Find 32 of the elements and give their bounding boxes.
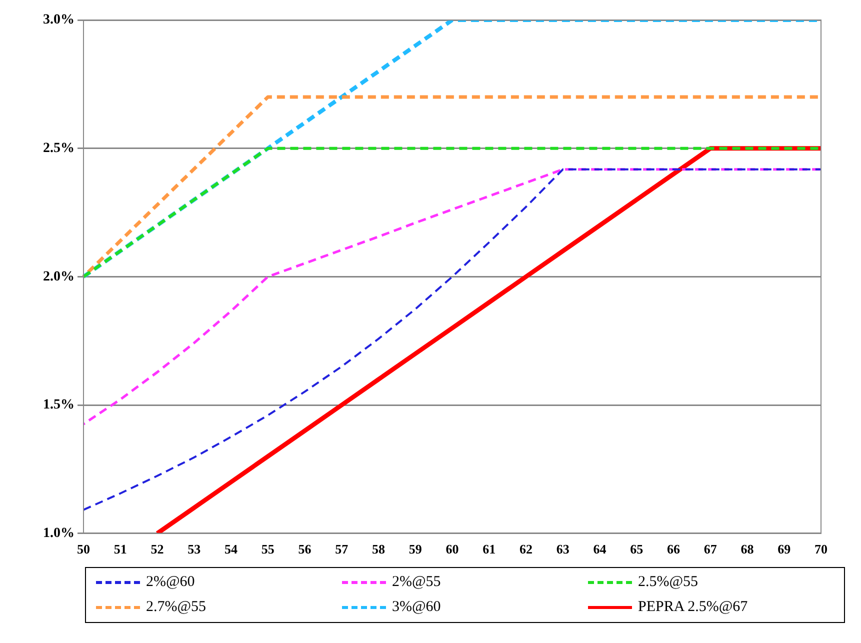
y-tick-label: 2.0% [43, 269, 74, 284]
x-tick-label: 56 [298, 542, 312, 557]
x-tick-label: 51 [114, 542, 127, 557]
x-tick-label: 54 [224, 542, 238, 557]
y-tick-label: 2.5% [43, 140, 74, 156]
x-tick-label: 62 [520, 542, 532, 557]
legend-label: 2.5%@55 [638, 574, 698, 591]
legend-label: 3%@60 [392, 599, 441, 616]
x-tick-label: 70 [814, 542, 828, 557]
x-tick-label: 60 [446, 542, 459, 557]
x-tick-label: 58 [372, 542, 386, 557]
y-tick-label: 3.0% [43, 12, 74, 28]
legend-label: 2.7%@55 [146, 599, 206, 616]
x-tick-label: 64 [593, 542, 607, 557]
y-tick-label: 1.5% [43, 398, 74, 413]
x-tick-label: 65 [630, 542, 644, 557]
x-tick-label: 52 [150, 542, 164, 557]
x-tick-label: 67 [704, 542, 718, 557]
x-tick-label: 63 [556, 542, 570, 557]
x-tick-label: 50 [77, 542, 90, 557]
legend-label: 2%@60 [146, 574, 195, 591]
x-tick-label: 68 [740, 542, 754, 557]
x-tick-label: 69 [778, 542, 792, 557]
x-tick-label: 57 [335, 542, 349, 557]
legend-label: 2%@55 [392, 574, 441, 591]
x-tick-label: 66 [667, 542, 680, 557]
x-tick-label: 55 [261, 542, 275, 557]
legend-label: PEPRA 2.5%@67 [638, 599, 748, 616]
x-tick-label: 59 [408, 542, 422, 557]
y-tick-label: 1.0% [43, 526, 74, 542]
x-tick-label: 61 [482, 542, 496, 557]
x-tick-label: 53 [188, 542, 202, 557]
